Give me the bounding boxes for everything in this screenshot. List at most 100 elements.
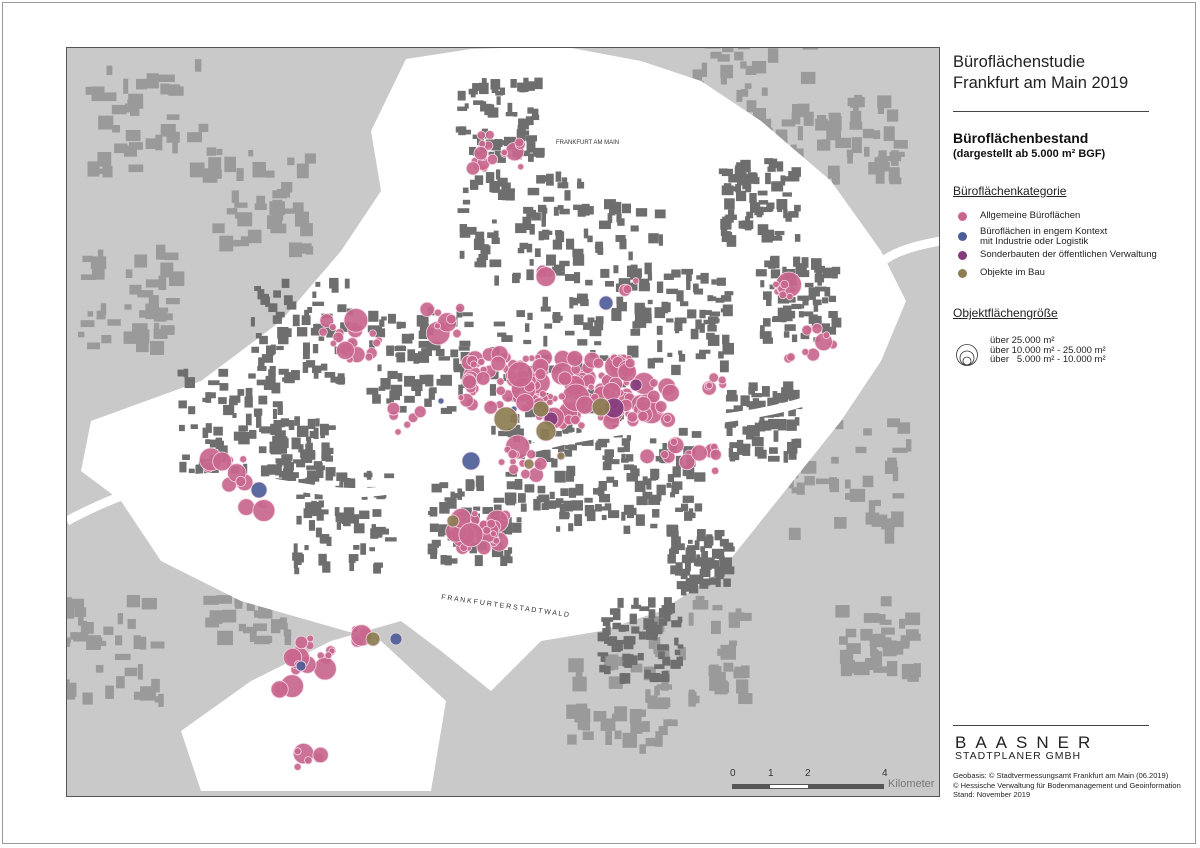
office-location-marker[interactable]	[368, 329, 377, 338]
office-location-marker[interactable]	[661, 383, 680, 403]
office-location-marker[interactable]	[212, 451, 232, 472]
office-location-marker[interactable]	[414, 405, 427, 419]
office-location-marker[interactable]	[455, 303, 465, 313]
office-location-marker[interactable]	[778, 290, 788, 300]
office-location-marker[interactable]	[570, 414, 581, 425]
office-location-marker[interactable]	[419, 301, 435, 317]
office-location-marker[interactable]	[801, 324, 813, 336]
office-location-marker[interactable]	[587, 383, 595, 391]
office-location-marker[interactable]	[476, 130, 486, 140]
office-location-marker[interactable]	[626, 411, 638, 423]
office-location-marker[interactable]	[493, 406, 519, 432]
office-location-marker[interactable]	[711, 466, 720, 475]
office-location-marker[interactable]	[575, 395, 595, 415]
office-location-marker[interactable]	[329, 339, 337, 348]
office-location-marker[interactable]	[473, 146, 488, 161]
office-location-marker[interactable]	[509, 457, 517, 466]
office-location-marker[interactable]	[295, 660, 307, 672]
office-location-marker[interactable]	[294, 635, 309, 650]
office-location-marker[interactable]	[306, 634, 315, 643]
office-location-marker[interactable]	[394, 428, 402, 436]
office-location-marker[interactable]	[532, 400, 550, 418]
office-location-marker[interactable]	[318, 327, 328, 337]
office-location-marker[interactable]	[433, 322, 441, 330]
office-location-marker[interactable]	[506, 361, 534, 388]
office-location-marker[interactable]	[433, 308, 442, 317]
office-location-marker[interactable]	[523, 458, 535, 470]
office-location-marker[interactable]	[622, 284, 633, 295]
office-location-marker[interactable]	[717, 375, 727, 385]
office-location-marker[interactable]	[403, 420, 412, 429]
office-location-marker[interactable]	[293, 763, 302, 771]
office-location-marker[interactable]	[270, 680, 289, 699]
office-location-marker[interactable]	[690, 444, 708, 462]
office-location-marker[interactable]	[535, 420, 557, 442]
office-location-marker[interactable]	[517, 163, 525, 171]
office-location-marker[interactable]	[515, 393, 535, 413]
map[interactable]: F R A N K F U R T E R S T A D T W A L D …	[66, 47, 940, 797]
office-location-marker[interactable]	[708, 372, 719, 383]
office-location-marker[interactable]	[654, 400, 668, 413]
office-location-marker[interactable]	[457, 394, 465, 401]
office-location-marker[interactable]	[557, 392, 566, 401]
office-location-marker[interactable]	[312, 746, 329, 764]
office-location-marker[interactable]	[801, 348, 810, 356]
office-location-marker[interactable]	[663, 414, 672, 423]
office-location-marker[interactable]	[647, 389, 661, 404]
office-location-marker[interactable]	[557, 371, 573, 386]
office-location-marker[interactable]	[476, 540, 492, 556]
office-location-marker[interactable]	[471, 509, 479, 518]
office-location-marker[interactable]	[489, 530, 497, 538]
office-location-marker[interactable]	[313, 657, 337, 681]
office-location-marker[interactable]	[364, 352, 374, 362]
office-location-marker[interactable]	[328, 323, 337, 331]
office-location-marker[interactable]	[465, 161, 480, 176]
office-location-marker[interactable]	[521, 354, 530, 363]
office-location-marker[interactable]	[637, 410, 649, 422]
office-location-marker[interactable]	[486, 518, 496, 529]
office-location-marker[interactable]	[461, 451, 481, 471]
office-location-marker[interactable]	[458, 522, 484, 548]
office-location-marker[interactable]	[492, 536, 501, 545]
office-location-marker[interactable]	[446, 514, 460, 528]
office-location-marker[interactable]	[779, 279, 790, 290]
office-location-marker[interactable]	[566, 350, 584, 367]
office-location-marker[interactable]	[577, 421, 586, 430]
office-location-marker[interactable]	[556, 451, 566, 461]
office-location-marker[interactable]	[477, 357, 486, 366]
office-location-marker[interactable]	[239, 455, 248, 464]
office-location-marker[interactable]	[786, 292, 794, 301]
office-location-marker[interactable]	[237, 498, 255, 516]
office-location-marker[interactable]	[669, 437, 678, 446]
office-locations[interactable]	[198, 130, 838, 771]
office-location-marker[interactable]	[490, 355, 507, 372]
office-location-marker[interactable]	[535, 266, 556, 287]
office-location-marker[interactable]	[475, 371, 491, 386]
office-location-marker[interactable]	[822, 331, 831, 340]
office-location-marker[interactable]	[386, 401, 401, 416]
office-location-marker[interactable]	[485, 130, 495, 140]
office-location-marker[interactable]	[520, 468, 531, 480]
office-location-marker[interactable]	[495, 385, 506, 396]
office-location-marker[interactable]	[500, 148, 508, 157]
office-location-marker[interactable]	[332, 331, 344, 344]
office-location-marker[interactable]	[786, 352, 796, 362]
office-location-marker[interactable]	[598, 295, 614, 311]
office-location-marker[interactable]	[538, 390, 547, 398]
office-location-marker[interactable]	[319, 313, 335, 328]
office-location-marker[interactable]	[709, 448, 722, 461]
office-location-marker[interactable]	[437, 397, 445, 405]
office-location-marker[interactable]	[534, 368, 547, 381]
office-location-marker[interactable]	[514, 137, 525, 148]
office-location-marker[interactable]	[772, 280, 780, 289]
office-location-marker[interactable]	[343, 308, 369, 333]
office-location-marker[interactable]	[324, 651, 333, 660]
office-location-marker[interactable]	[469, 360, 478, 369]
office-location-marker[interactable]	[649, 378, 659, 388]
office-location-marker[interactable]	[497, 458, 506, 466]
office-location-marker[interactable]	[452, 328, 462, 339]
office-location-marker[interactable]	[365, 631, 381, 647]
office-location-marker[interactable]	[496, 377, 505, 386]
office-location-marker[interactable]	[639, 448, 655, 464]
office-location-marker[interactable]	[635, 396, 652, 412]
